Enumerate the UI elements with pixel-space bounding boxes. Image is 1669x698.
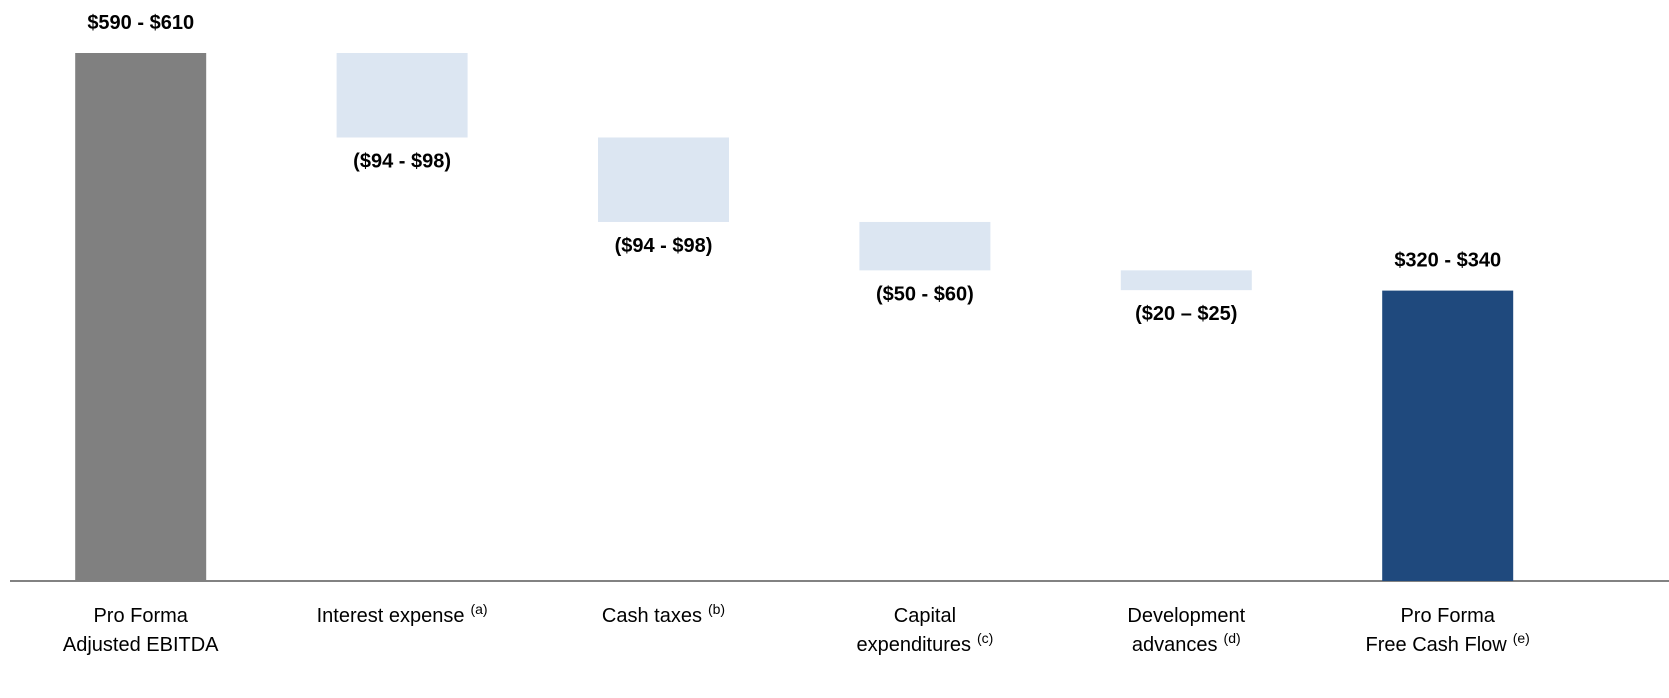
value-label: ($20 – $25) <box>1135 303 1237 325</box>
x-tick-label: Cash taxes (b) <box>602 601 725 627</box>
bar <box>336 53 468 138</box>
value-label: $590 - $610 <box>87 12 194 34</box>
bar <box>75 53 207 581</box>
footnote-marker: (a) <box>470 601 487 617</box>
x-tick-label: Pro Forma Free Cash Flow (e) <box>1366 605 1530 656</box>
label-line: Development <box>1127 605 1245 627</box>
label-line: Interest expense <box>317 605 465 627</box>
footnote-marker: (c) <box>977 630 993 646</box>
value-label: ($94 - $98) <box>615 235 713 257</box>
label-line: advances <box>1132 634 1218 656</box>
label-line: Adjusted EBITDA <box>63 634 219 656</box>
label-line: expenditures <box>856 634 971 656</box>
label-line: Pro Forma <box>93 605 188 627</box>
label-line: Cash taxes <box>602 605 702 627</box>
label-line: Capital <box>894 605 956 627</box>
x-tick-label: Capital expenditures (c) <box>856 605 993 656</box>
bar <box>1120 270 1252 291</box>
label-line: Pro Forma <box>1400 605 1495 627</box>
x-tick-label: Development advances (d) <box>1127 605 1245 656</box>
footnote-marker: (e) <box>1513 630 1530 646</box>
footnote-marker: (b) <box>708 601 725 617</box>
x-tick-label: Interest expense (a) <box>317 601 488 627</box>
value-label: $320 - $340 <box>1394 250 1501 272</box>
label-line: Free Cash Flow <box>1366 634 1508 656</box>
x-tick-label: Pro Forma Adjusted EBITDA <box>63 605 219 656</box>
value-label: ($50 - $60) <box>876 283 974 305</box>
bar <box>859 221 991 271</box>
bar <box>1382 290 1514 581</box>
bar <box>598 137 729 222</box>
footnote-marker: (d) <box>1224 630 1241 646</box>
value-label: ($94 - $98) <box>353 150 451 172</box>
